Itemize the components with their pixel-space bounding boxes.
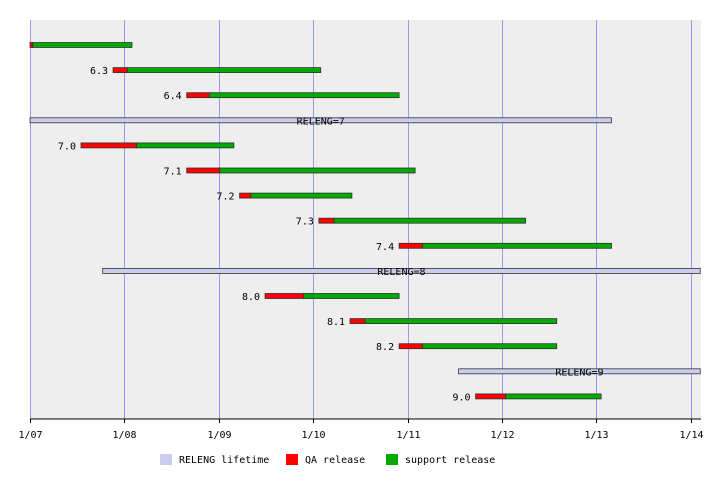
release-label: 8.2	[376, 342, 394, 353]
x-tick-label: 1/14	[679, 430, 703, 441]
release-label: 7.4	[376, 242, 394, 253]
qa-release-bar	[264, 293, 305, 299]
qa-release-bar	[349, 318, 366, 325]
legend-label-support: support release	[405, 455, 495, 466]
qa-release-bar	[29, 42, 34, 48]
support-release-bar	[333, 217, 526, 224]
x-tick-label: 1/10	[301, 430, 325, 441]
x-axis-ticks: 1/07 1/08 1/09 1/10 1/11 1/12 1/13 1/14	[18, 419, 704, 441]
release-label: 7.2	[217, 192, 235, 203]
qa-release-bar	[186, 167, 221, 174]
x-tick-label: 1/12	[490, 430, 514, 441]
x-tick-label: 1/11	[396, 430, 420, 441]
support-release-bar	[422, 343, 558, 350]
support-release-bar	[364, 318, 558, 325]
release-label: 8.0	[242, 292, 260, 303]
support-release-bar	[208, 92, 400, 99]
qa-release-bar	[112, 67, 128, 73]
support-release-bar	[422, 242, 612, 249]
releng-label: RELENG=9	[555, 367, 603, 378]
x-tick-label: 1/07	[18, 430, 42, 441]
releng-label: RELENG=7	[297, 116, 345, 127]
legend: RELENG lifetime QA release support release	[160, 454, 495, 466]
legend-swatch-qa	[286, 454, 298, 465]
qa-release-bar	[318, 217, 335, 224]
qa-release-bar	[398, 343, 424, 350]
qa-release-bar	[475, 393, 507, 400]
legend-swatch-support	[386, 454, 398, 465]
legend-swatch-lifetime	[160, 454, 172, 465]
x-tick-label: 1/09	[207, 430, 231, 441]
releng-label: RELENG=8	[377, 267, 425, 278]
releng-lifetime-bar	[29, 117, 612, 124]
x-tick-label: 1/08	[112, 430, 136, 441]
release-label: 8.1	[327, 317, 345, 328]
support-release-bar	[250, 192, 353, 199]
release-label: 6.4	[164, 91, 182, 102]
qa-release-bar	[186, 92, 210, 99]
x-tick-label: 1/13	[584, 430, 608, 441]
support-release-bar	[303, 293, 400, 299]
support-release-bar	[136, 142, 235, 149]
qa-release-bar	[239, 192, 252, 199]
release-rows: 6.3 6.4 RELENG=7 7.0 7.1 7.2 7.3 7.4 RELENG=8 8.0…	[29, 42, 701, 403]
release-label: 7.3	[296, 217, 314, 228]
support-release-bar	[219, 167, 416, 174]
release-label: 9.0	[453, 392, 471, 403]
legend-label-qa: QA release	[305, 455, 365, 466]
qa-release-bar	[398, 242, 424, 249]
support-release-bar	[505, 393, 602, 400]
support-release-bar	[126, 67, 322, 73]
legend-label-lifetime: RELENG lifetime	[179, 455, 269, 466]
release-label: 7.0	[58, 141, 76, 152]
release-label: 6.3	[90, 66, 108, 77]
releng-lifetime-bar	[458, 368, 701, 375]
qa-release-bar	[80, 142, 138, 149]
support-release-bar	[32, 42, 133, 48]
release-label: 7.1	[164, 167, 182, 178]
releng-lifetime-bar	[102, 267, 701, 274]
